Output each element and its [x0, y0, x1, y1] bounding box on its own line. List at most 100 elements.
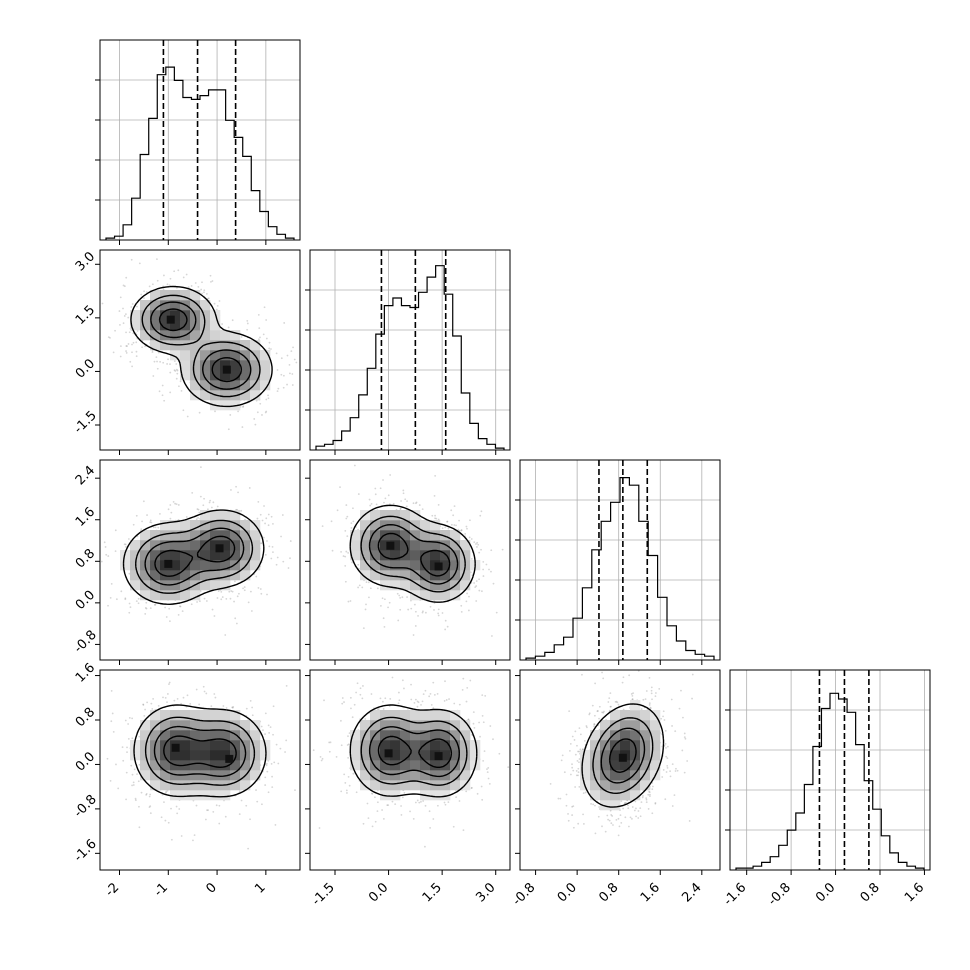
y-tick-label: 1.5	[73, 303, 98, 328]
panel-frame	[729, 669, 931, 871]
panel-frame	[519, 669, 721, 871]
hist-bg	[100, 40, 300, 240]
density-contours	[122, 509, 265, 605]
x-tick-label: 2.4	[679, 880, 704, 905]
density-peak-1	[215, 544, 224, 553]
panel-frame	[309, 249, 511, 451]
x-tick-label: -1	[151, 880, 171, 900]
contour-level-0	[581, 703, 665, 808]
x-tick-label: 0.0	[366, 880, 391, 905]
contour-level-2	[368, 524, 459, 585]
x-tick-label: 1.6	[638, 880, 663, 905]
panel-frame	[99, 39, 301, 241]
x-tick-label: 3.0	[473, 880, 498, 905]
contour-level-2	[600, 727, 646, 784]
y-tick-label: -0.8	[71, 792, 100, 821]
panel-frame	[309, 459, 511, 661]
x-tick-label: -1.6	[721, 880, 750, 909]
density-panel-3-2	[515, 669, 721, 875]
density-peak-0	[171, 743, 180, 752]
panel-frame	[99, 459, 301, 661]
density-peak-0	[386, 541, 395, 550]
x-tick-label: 0.0	[813, 880, 838, 905]
density-contours	[130, 285, 273, 408]
contour-level-0	[349, 504, 476, 603]
y-tick-label: 0.0	[73, 749, 98, 774]
density-shading	[580, 700, 661, 811]
density-peak-0	[384, 749, 393, 758]
density-panel-2-1	[305, 459, 511, 665]
histogram-step	[105, 66, 295, 240]
x-tick-label: 1	[252, 880, 268, 896]
contour-level-1	[144, 716, 256, 786]
histogram-step	[735, 692, 925, 870]
x-tick-label: -0.8	[765, 880, 794, 909]
density-contours	[349, 704, 478, 798]
panel-frame	[519, 459, 721, 661]
x-tick-label: 0.0	[555, 880, 580, 905]
x-tick-label: -2	[103, 880, 123, 900]
contour-level-0	[349, 704, 478, 798]
panel-frame	[99, 249, 301, 451]
y-tick-label: -1.6	[71, 837, 100, 866]
y-tick-label: 0.8	[73, 546, 98, 571]
contour-level-3	[154, 535, 236, 577]
density-panel-3-0	[95, 669, 301, 875]
y-tick-label: 0.8	[73, 705, 98, 730]
contour-level-2	[144, 527, 245, 586]
x-tick-label: 0	[203, 880, 219, 896]
hist-bg	[310, 250, 510, 450]
contour-level-2	[153, 725, 247, 777]
y-tick-label: -0.8	[71, 628, 100, 657]
hist-panel-0	[95, 39, 301, 241]
density-peak-1	[434, 562, 443, 571]
density-peak-0	[164, 559, 173, 568]
contour-level-1	[135, 519, 254, 594]
y-tick-label: 1.6	[73, 505, 98, 530]
y-tick-label: 0.0	[73, 588, 98, 613]
contour-level-1	[360, 716, 468, 786]
x-tick-label: 0.8	[858, 880, 883, 905]
y-tick-label: 2.4	[73, 463, 98, 488]
contour-level-0	[130, 285, 273, 408]
contour-level-2	[150, 301, 252, 390]
density-panel-3-1	[305, 669, 511, 875]
density-peak-1	[225, 754, 234, 763]
x-tick-label: 1.6	[902, 880, 927, 905]
contour-level-3	[163, 735, 237, 768]
density-peak-0	[166, 315, 175, 324]
density-panel-2-0	[95, 459, 301, 665]
contour-level-3	[158, 308, 243, 383]
hist-panel-3	[725, 669, 931, 871]
contour-level-1	[141, 294, 261, 398]
hist-panel-2	[515, 459, 721, 661]
density-contours	[349, 504, 476, 603]
density-peak-1	[434, 752, 443, 761]
x-tick-label: -1.5	[309, 880, 338, 909]
density-contours	[581, 703, 665, 808]
density-contours	[133, 704, 267, 798]
x-tick-label: -0.8	[510, 880, 539, 909]
density-panel-1-0	[95, 249, 301, 455]
y-tick-label: 1.6	[73, 660, 98, 685]
contour-level-3	[377, 532, 451, 577]
contour-level-1	[360, 515, 466, 593]
histogram-step	[525, 477, 715, 660]
panel-frame	[309, 669, 511, 871]
y-tick-label: 0.0	[73, 356, 98, 381]
density-peak-1	[222, 365, 231, 374]
panel-frame	[99, 669, 301, 871]
contour-level-3	[608, 738, 637, 773]
x-tick-label: 0.8	[596, 880, 621, 905]
contour-level-0	[122, 509, 265, 605]
hist-panel-1	[305, 249, 511, 451]
histogram-step	[315, 265, 505, 450]
y-tick-label: -1.5	[71, 408, 100, 437]
density-peak-0	[618, 753, 627, 762]
contour-level-3	[377, 735, 453, 768]
contour-level-1	[592, 717, 654, 794]
contour-level-0	[133, 704, 267, 798]
contour-level-2	[368, 726, 460, 778]
x-tick-label: 1.5	[420, 880, 445, 905]
